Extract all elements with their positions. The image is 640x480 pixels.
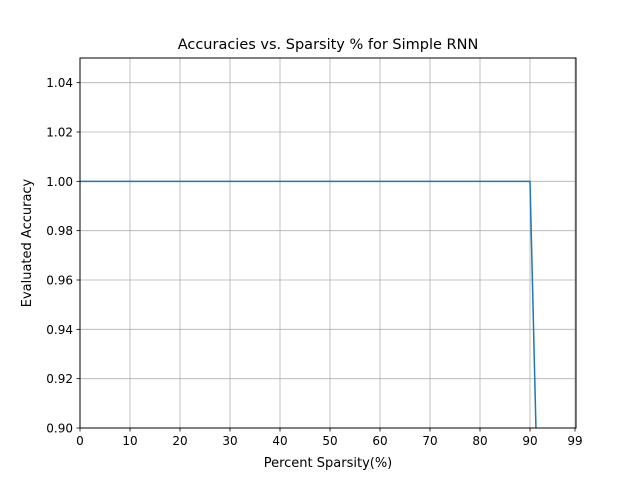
x-tick-label: 60 [372, 434, 387, 448]
y-tick-label: 0.90 [46, 422, 73, 436]
x-tick-label: 50 [322, 434, 337, 448]
plot-area [80, 180, 537, 428]
chart-title: Accuracies vs. Sparsity % for Simple RNN [178, 37, 479, 53]
x-axis-label: Percent Sparsity(%) [264, 456, 393, 471]
x-tick-label: 40 [272, 434, 287, 448]
x-tick-label: 90 [522, 434, 537, 448]
ticks: 0 10 20 30 40 50 60 70 80 90 99 0.90 0.92 0.94 0.96 0.9… [46, 76, 582, 448]
y-tick-label: 1.02 [46, 126, 73, 140]
x-tick-label: 20 [172, 434, 187, 448]
x-tick-label: 99 [567, 434, 582, 448]
y-tick-label: 1.00 [46, 175, 73, 189]
y-tick-label: 0.96 [46, 274, 73, 288]
x-tick-label: 0 [76, 434, 84, 448]
y-tick-label: 0.98 [46, 224, 73, 238]
x-tick-label: 80 [472, 434, 487, 448]
axes-frame [79, 57, 577, 429]
y-tick-label: 0.94 [46, 323, 73, 337]
y-tick-label: 1.04 [46, 76, 73, 90]
y-axis-label: Evaluated Accuracy [20, 178, 35, 307]
y-tick-label: 0.92 [46, 372, 73, 386]
data-line [80, 180, 537, 428]
grid [79, 58, 576, 429]
x-tick-label: 30 [222, 434, 237, 448]
x-tick-label: 10 [122, 434, 137, 448]
x-tick-label: 70 [422, 434, 437, 448]
